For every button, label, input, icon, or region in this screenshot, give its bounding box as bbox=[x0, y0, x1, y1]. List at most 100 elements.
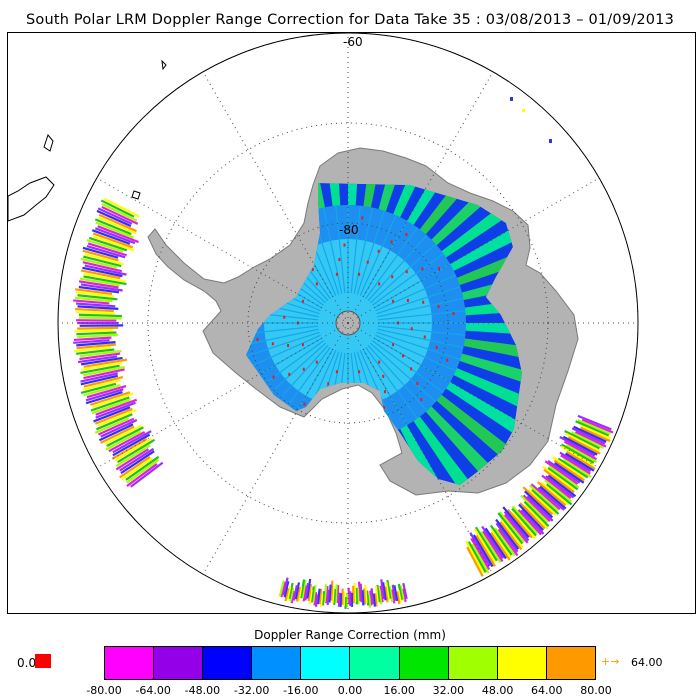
ocean-track-segment bbox=[119, 447, 155, 472]
swath-red-mark bbox=[335, 370, 338, 374]
ocean-track-fragment bbox=[510, 97, 513, 101]
ocean-track-segment bbox=[397, 590, 402, 604]
ocean-track-segment bbox=[94, 407, 133, 425]
ocean-track-segment bbox=[489, 524, 513, 556]
ocean-track-segment bbox=[520, 494, 549, 524]
ocean-track-segment bbox=[83, 272, 127, 283]
ocean-track-segment bbox=[86, 244, 126, 259]
swath-red-mark bbox=[405, 233, 408, 237]
graticule bbox=[57, 33, 639, 613]
swath-track-line bbox=[246, 331, 320, 361]
ocean-track-segment bbox=[83, 255, 122, 268]
ocean-track-segment bbox=[366, 590, 370, 606]
ocean-track-segment bbox=[80, 269, 121, 280]
swath-red-mark bbox=[311, 268, 314, 272]
ocean-track-segment bbox=[499, 521, 523, 551]
meridian-line bbox=[87, 172, 349, 324]
ocean-track-segment bbox=[579, 424, 612, 440]
swath-red-mark bbox=[301, 343, 304, 347]
ocean-track-segment bbox=[126, 463, 158, 487]
ocean-track-segment bbox=[126, 458, 160, 484]
swath-red-mark bbox=[342, 413, 345, 417]
ocean-track-segment bbox=[85, 388, 124, 402]
south-america-coast bbox=[8, 176, 55, 222]
ocean-track-segment bbox=[321, 591, 326, 606]
ocean-track-segment bbox=[382, 582, 387, 601]
map-disc-border bbox=[57, 33, 639, 613]
ocean-track-segment bbox=[97, 207, 133, 225]
ocean-track-segment bbox=[83, 275, 127, 286]
swath-track-line bbox=[373, 337, 451, 383]
ocean-track-segment bbox=[523, 501, 550, 528]
ocean-track-segment bbox=[470, 537, 491, 571]
ocean-track-segment bbox=[310, 586, 315, 603]
ocean-track-segment bbox=[368, 595, 372, 608]
ocean-track-segment bbox=[547, 467, 579, 491]
swath-red-mark bbox=[423, 335, 426, 339]
swath-red-mark bbox=[358, 370, 361, 374]
swath-red-mark bbox=[338, 258, 341, 262]
ocean-track-segment bbox=[495, 518, 520, 550]
swath-red-mark bbox=[287, 343, 290, 347]
ocean-track-segment bbox=[380, 579, 385, 600]
swath-track-line bbox=[377, 328, 464, 349]
ocean-track-segment bbox=[95, 398, 138, 416]
ocean-track-segment bbox=[397, 583, 403, 600]
ocean-track-segment bbox=[364, 585, 368, 603]
ocean-track-segment bbox=[362, 588, 367, 605]
ocean-track-segment bbox=[547, 459, 581, 484]
ocean-track-segment bbox=[98, 417, 135, 436]
swath-track-line bbox=[246, 310, 319, 321]
ocean-track-segment bbox=[548, 465, 580, 489]
ocean-track-segment bbox=[562, 435, 598, 456]
ocean-track-segment bbox=[308, 589, 313, 605]
ocean-track-segment bbox=[104, 198, 140, 218]
ocean-track-segment bbox=[502, 506, 530, 539]
swath-track-line bbox=[362, 220, 408, 298]
ocean-track-segment bbox=[536, 481, 567, 507]
ocean-track-segment bbox=[519, 502, 546, 530]
ocean-track-segment bbox=[297, 586, 303, 602]
ocean-track-segment bbox=[577, 419, 611, 435]
ocean-track-segment bbox=[475, 534, 496, 567]
ocean-track-segment bbox=[374, 585, 379, 603]
ocean-track-segment bbox=[564, 429, 600, 450]
ocean-track-segment bbox=[77, 305, 119, 310]
swath-track-line bbox=[362, 348, 408, 426]
ocean-track-segment bbox=[83, 368, 125, 380]
ocean-track-segment bbox=[304, 583, 310, 601]
ocean-track-segment bbox=[108, 431, 146, 453]
meridian-line bbox=[197, 62, 349, 324]
ocean-track-segment bbox=[80, 374, 118, 386]
swath-track-line bbox=[371, 340, 444, 393]
ocean-track-segment bbox=[512, 511, 537, 540]
ocean-track-segment bbox=[326, 589, 330, 606]
ocean-track-segment bbox=[531, 489, 560, 515]
ocean-track-segment bbox=[75, 310, 115, 315]
ocean-track-segment bbox=[495, 522, 519, 553]
colorbar bbox=[104, 646, 596, 680]
ocean-track-segment bbox=[471, 543, 490, 574]
colorbar-swatch bbox=[546, 647, 595, 679]
ocean-track-segment bbox=[524, 490, 554, 519]
ocean-track-segment bbox=[507, 508, 533, 539]
ocean-track-segment bbox=[328, 584, 332, 603]
ocean-track-segment bbox=[316, 588, 321, 605]
ocean-track-segment bbox=[289, 587, 295, 602]
ocean-track-segment bbox=[565, 432, 600, 452]
swath-red-mark bbox=[351, 229, 354, 233]
ocean-track-segment bbox=[497, 512, 524, 545]
ocean-track-segment bbox=[557, 457, 589, 479]
ocean-track-segment bbox=[520, 509, 545, 535]
swath-red-mark bbox=[358, 272, 361, 276]
ocean-track-segment bbox=[79, 352, 121, 361]
swath-red-mark bbox=[452, 311, 455, 315]
ocean-track-segment bbox=[100, 418, 138, 438]
ocean-track-segment bbox=[119, 455, 151, 479]
colorbar-swatch bbox=[154, 647, 204, 679]
swath-track-line bbox=[322, 207, 343, 294]
ocean-track-segment bbox=[331, 586, 335, 604]
ocean-track-segment bbox=[511, 505, 539, 535]
swath-red-mark bbox=[288, 372, 291, 376]
ocean-track-segment bbox=[86, 239, 124, 253]
